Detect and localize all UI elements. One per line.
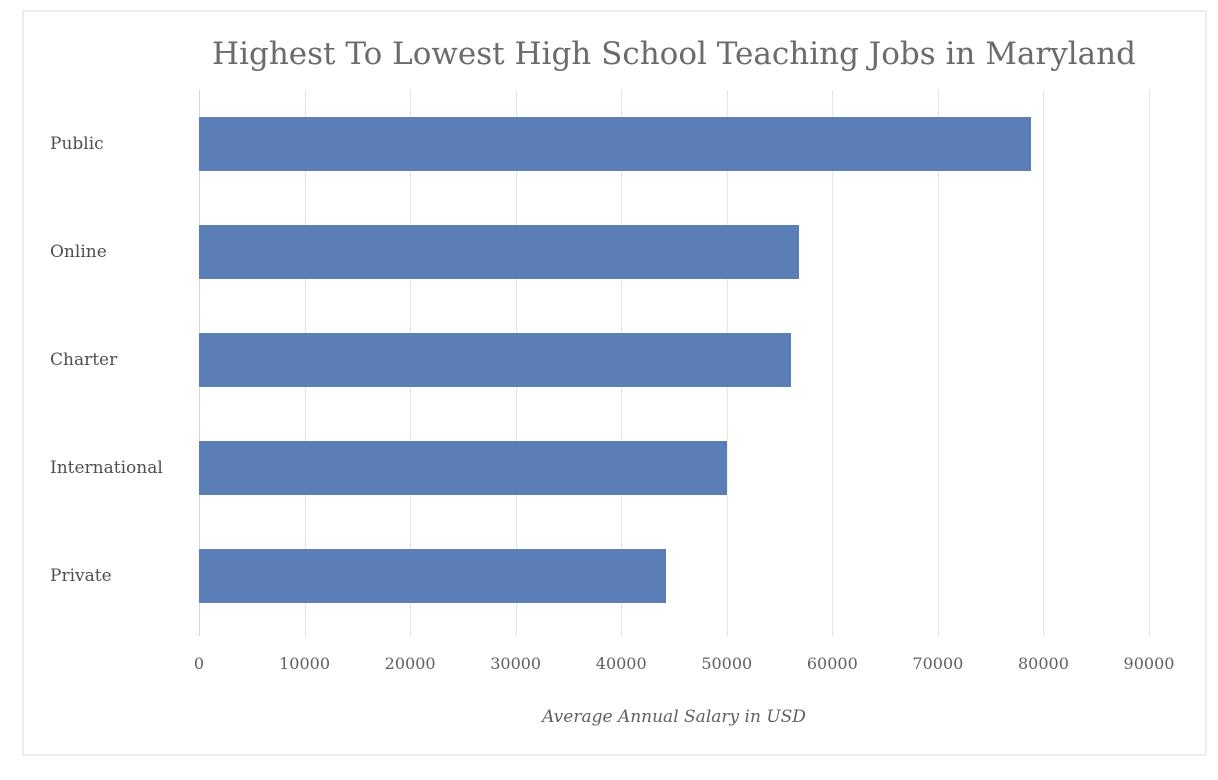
x-tick-label-70000: 70000: [912, 654, 964, 673]
x-tick-label-10000: 10000: [279, 654, 330, 673]
bar-private[interactable]: [199, 549, 666, 603]
chart-frame: Highest To Lowest High School Teaching J…: [22, 10, 1207, 756]
gridline-x-80000: [1043, 90, 1045, 636]
x-tick-label-60000: 60000: [806, 654, 858, 673]
chart-title: Highest To Lowest High School Teaching J…: [212, 36, 1136, 72]
gridline-x-90000: [1149, 90, 1150, 636]
category-label-online: Online: [50, 242, 107, 262]
x-tick-label-0: 0: [193, 654, 205, 673]
bar-international[interactable]: [199, 441, 727, 495]
category-label-private: Private: [50, 566, 112, 586]
x-tick-label-80000: 80000: [1017, 654, 1069, 673]
bar-row-charter: [199, 306, 1204, 414]
category-label-charter: Charter: [50, 350, 118, 370]
category-label-public: Public: [50, 134, 104, 154]
bar-row-public: [199, 90, 1204, 198]
gridline-x-60000: [832, 90, 834, 636]
gridline-x-70000: [937, 90, 939, 636]
bar-charter[interactable]: [199, 333, 792, 387]
y-axis-category-labels: Public Online Charter International Private: [24, 90, 199, 630]
x-tick-label-90000: 90000: [1123, 654, 1175, 673]
bar-row-international: [199, 414, 1204, 522]
x-tick-label-30000: 30000: [490, 654, 542, 673]
x-tick-label-40000: 40000: [595, 654, 647, 673]
category-label-international: International: [50, 458, 163, 478]
x-tick-label-50000: 50000: [701, 654, 753, 673]
plot-area: [199, 90, 1204, 636]
bar-row-online: [199, 198, 1204, 306]
bar-row-private: [199, 522, 1204, 630]
bar-public[interactable]: [199, 117, 1031, 171]
bar-online[interactable]: [199, 225, 799, 279]
x-axis-title: Average Annual Salary in USD: [542, 707, 806, 727]
x-tick-label-20000: 20000: [384, 654, 436, 673]
